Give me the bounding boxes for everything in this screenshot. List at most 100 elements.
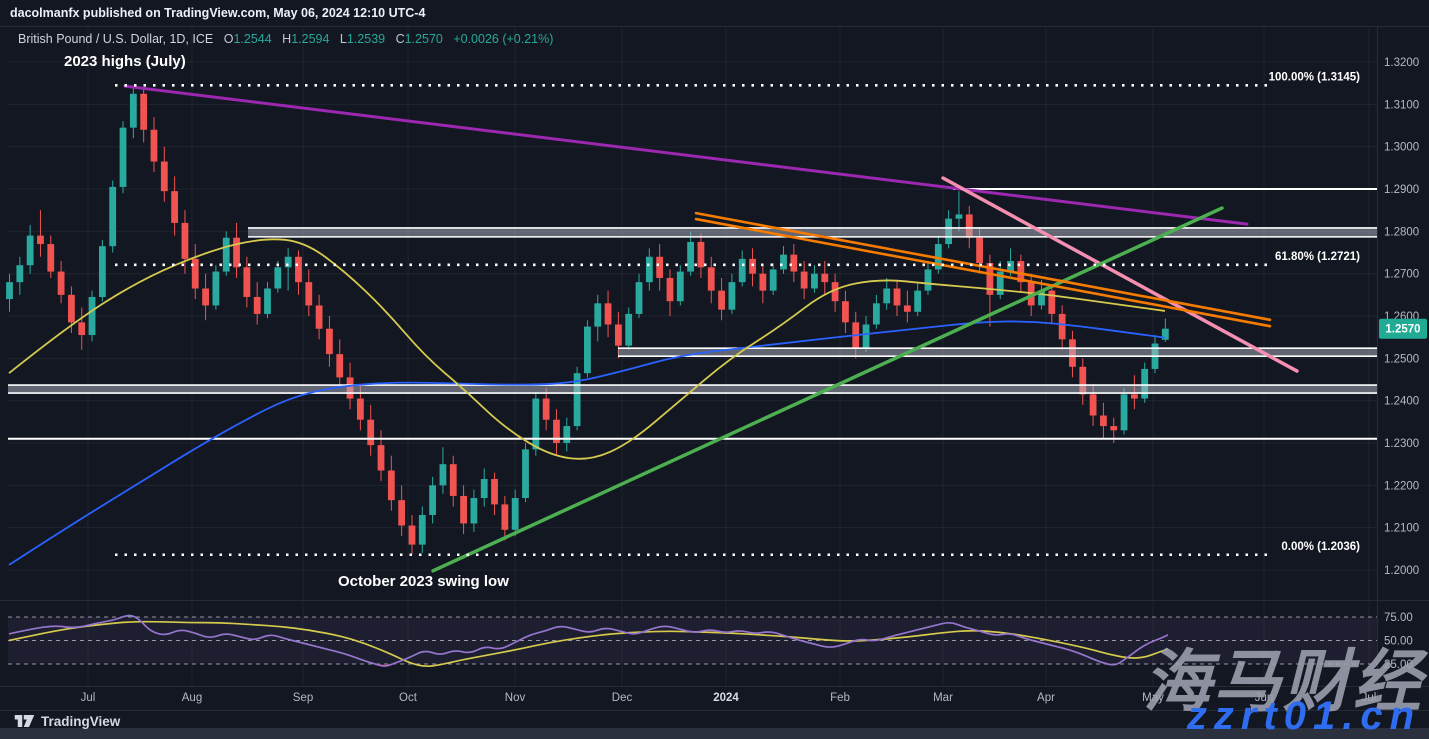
price-tick-label: 1.2300 (1384, 438, 1419, 450)
candle-body (460, 495, 467, 524)
candle-body (1079, 366, 1087, 395)
time-axis[interactable]: Jul Aug Sep Oct Nov Dec 2024 Feb Mar Apr May Jun Jul (81, 692, 1377, 704)
price-tick-label: 1.2100 (1384, 523, 1419, 535)
candle-body (243, 267, 251, 297)
time-tick-label: Feb (830, 692, 850, 704)
fib-label: 61.80% (1.2721) (1275, 251, 1360, 263)
price-scale-divider (1377, 27, 1378, 710)
published-header: dacolmanfx published on TradingView.com,… (10, 6, 426, 20)
candle-body (470, 498, 478, 524)
time-tick-label: Jul (81, 692, 96, 704)
candle-body (955, 214, 963, 219)
candle-body (1161, 328, 1169, 340)
candle-body (594, 303, 602, 327)
tradingview-brand-text: TradingView (41, 713, 121, 729)
sma-blue-line (8, 320, 1166, 566)
candle-body (449, 464, 457, 496)
candle-body (305, 282, 313, 306)
candle-body (563, 426, 571, 444)
green-uptrend[interactable] (431, 206, 1224, 573)
candle-body (780, 254, 787, 270)
candle-body (645, 256, 653, 283)
candle-body (326, 328, 333, 355)
candle-body (728, 282, 736, 310)
supply-zone-1.28 (248, 227, 1377, 237)
candle-body (336, 354, 344, 378)
candle-body (26, 235, 34, 266)
rsi-line (8, 614, 1169, 667)
price-tick-label: 1.3200 (1384, 57, 1419, 69)
candle-body (387, 470, 395, 501)
candle-body (996, 271, 1004, 295)
candle-body (697, 241, 705, 268)
candle-body (191, 258, 199, 289)
symbol-legend[interactable]: British Pound / U.S. Dollar, 1D, ICE O1.… (18, 32, 553, 46)
candle-body (253, 296, 261, 314)
candle-body (109, 186, 117, 247)
time-tick-label: Jul (1362, 692, 1377, 704)
candle-body (604, 303, 612, 325)
candle-body (88, 296, 96, 336)
fib-retracement-layer[interactable]: 100.00% (1.3145) 61.80% (1.2721) 0.00% (1.… (115, 71, 1360, 557)
candle-body (914, 290, 922, 312)
candle-body (965, 214, 973, 238)
zone-1.251 (618, 348, 1377, 357)
candle-body (666, 277, 674, 302)
last-price-badge-text: 1.2570 (1385, 324, 1420, 336)
trendlines-layer[interactable] (123, 84, 1299, 573)
toolbar-divider (0, 710, 1429, 711)
candle-body (738, 258, 746, 283)
price-axis[interactable]: 1.32001.31001.30001.29001.28001.27001.26… (1384, 57, 1419, 671)
candle-body (408, 525, 416, 545)
candle-body (274, 267, 282, 289)
low-label: L (339, 32, 347, 46)
candles-layer (6, 85, 1169, 555)
candle-body (418, 514, 426, 545)
candle-body (800, 271, 808, 289)
candle-body (119, 127, 127, 187)
rsi-tick-label: 75.00 (1384, 612, 1413, 624)
candle-body (532, 398, 540, 450)
candle-body (1017, 260, 1025, 283)
sma-yellow-line (8, 238, 1166, 460)
tradingview-branding[interactable]: TradingView (14, 712, 120, 730)
purple-downtrend[interactable] (123, 84, 1249, 226)
tradingview-logo-icon (14, 715, 35, 727)
candle-body (129, 93, 137, 128)
change-value: +0.0026 (+0.21%) (453, 32, 554, 46)
candle-body (398, 500, 406, 526)
pink-downtrend[interactable] (941, 176, 1299, 373)
candle-body (749, 258, 756, 274)
candle-body (222, 237, 230, 272)
annotation-2023-highs[interactable]: 2023 highs (July) (64, 53, 186, 70)
candle-body (553, 419, 560, 444)
symbol-title: British Pound / U.S. Dollar, 1D, ICE (18, 32, 214, 46)
candle-body (635, 282, 643, 314)
candle-body (584, 326, 591, 374)
orange-channel-lower[interactable] (694, 217, 1272, 328)
pane-divider[interactable] (0, 600, 1429, 601)
candle-body (264, 288, 271, 314)
candle-body (707, 267, 715, 291)
orange-channel-upper[interactable] (694, 211, 1272, 322)
zones-layer[interactable] (8, 188, 1377, 440)
candle-body (1100, 415, 1107, 427)
time-tick-label: 2024 (713, 692, 739, 704)
annotation-oct-swing-low[interactable]: October 2023 swing low (338, 573, 509, 590)
candle-body (57, 271, 65, 295)
candle-body (769, 269, 777, 291)
bottom-scrollbar-strip[interactable] (0, 728, 1429, 739)
candle-body (501, 504, 509, 530)
candle-body (78, 322, 86, 336)
price-tick-label: 1.2000 (1384, 565, 1419, 577)
candle-body (656, 256, 664, 278)
candle-body (315, 305, 323, 329)
candle-body (976, 237, 983, 264)
candle-body (883, 288, 891, 304)
candle-body (37, 235, 44, 245)
candle-body (367, 419, 375, 446)
fib-label: 0.00% (1.2036) (1281, 541, 1360, 553)
time-tick-label: Jun (1255, 692, 1274, 704)
